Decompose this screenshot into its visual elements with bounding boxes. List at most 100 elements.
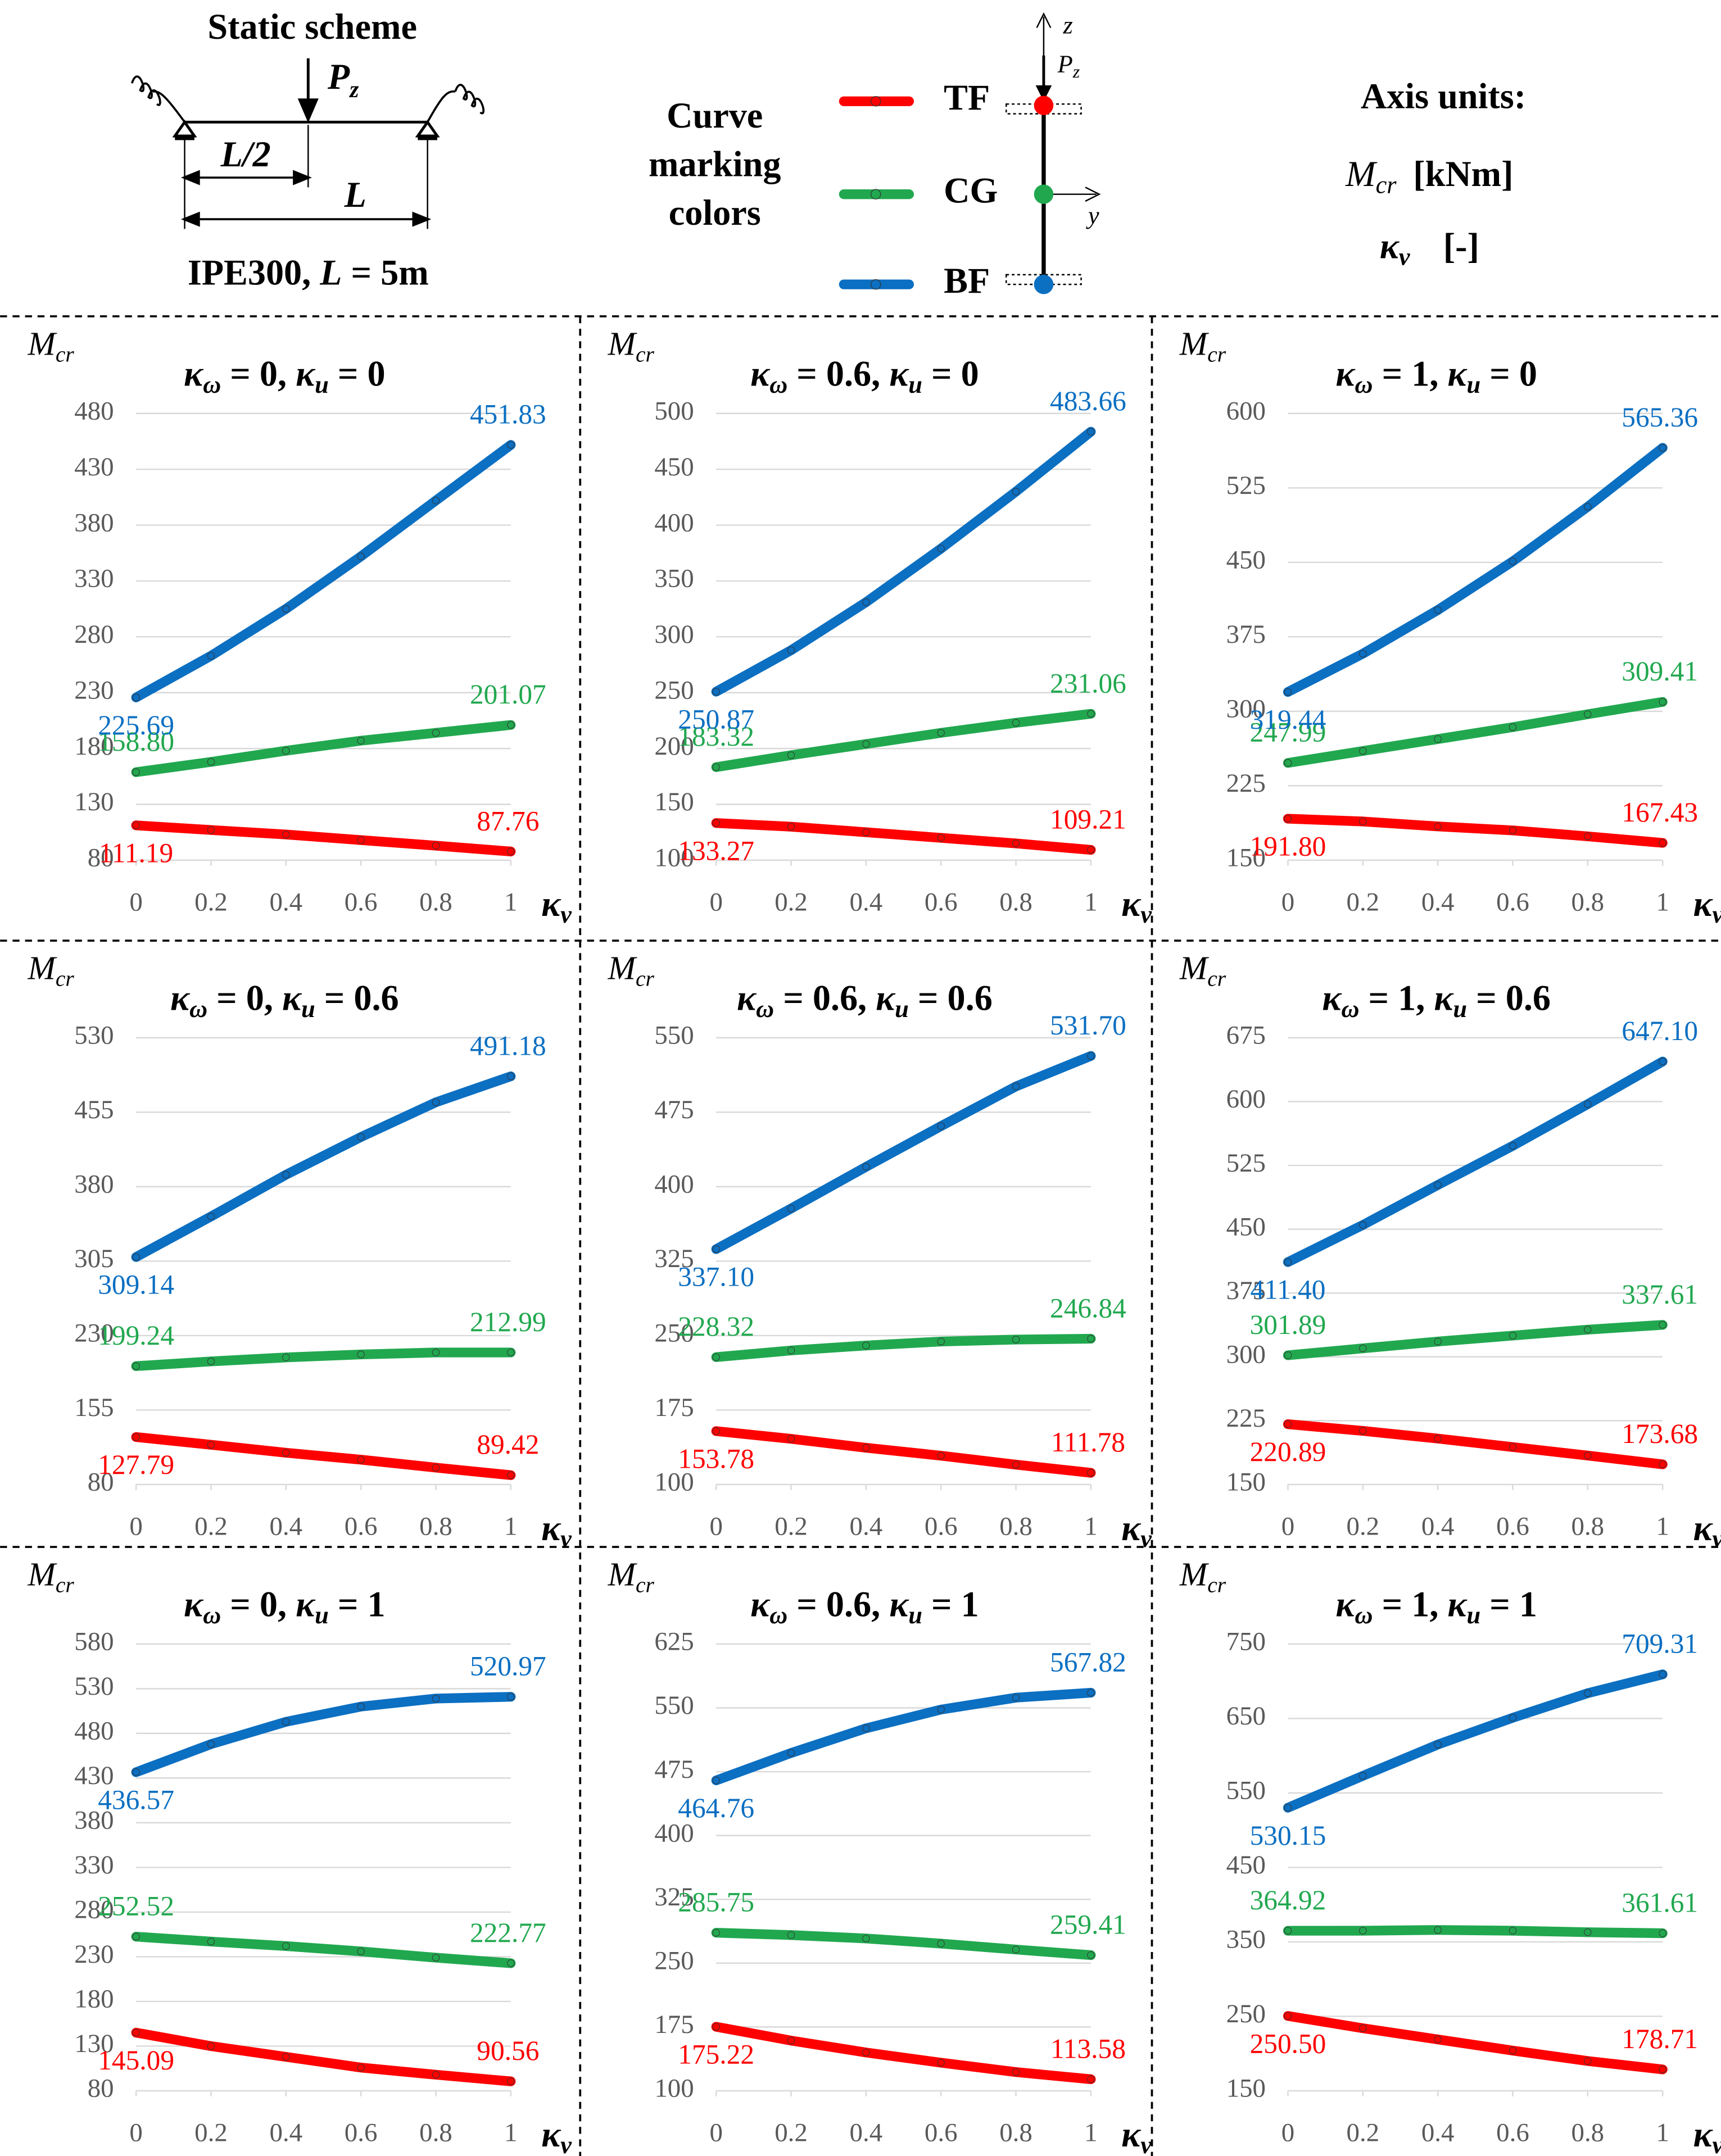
data-point xyxy=(357,2063,365,2072)
x-axis-title-part: κ xyxy=(1121,884,1142,924)
data-point xyxy=(1087,710,1095,718)
x-tick-label: 0.8 xyxy=(419,2118,452,2148)
y-tick-label: 180 xyxy=(74,732,114,761)
value-label: 250.50 xyxy=(1250,2028,1326,2059)
data-point xyxy=(1087,846,1095,854)
value-label: 436.57 xyxy=(98,1785,174,1815)
y-axis-title-part: M xyxy=(608,949,638,986)
chart-title-part: = 0, xyxy=(221,353,296,393)
x-tick-label: 0.2 xyxy=(775,1512,808,1541)
value-label: 530.15 xyxy=(1250,1820,1326,1851)
chart-title-part: κ xyxy=(1447,1584,1468,1624)
x-tick-label: 0 xyxy=(1281,888,1294,917)
value-label: 411.40 xyxy=(1251,1274,1326,1305)
value-label: 231.06 xyxy=(1050,668,1126,698)
data-point xyxy=(432,1954,440,1962)
y-axis-title: Mcr xyxy=(608,949,655,991)
data-point xyxy=(787,1346,795,1355)
data-point xyxy=(1284,1258,1292,1266)
x-axis-title-part: ν xyxy=(560,900,572,928)
data-point xyxy=(207,1441,215,1449)
value-label: 247.99 xyxy=(1250,717,1326,748)
load-symbol: P xyxy=(327,57,350,97)
chart-title: κω = 0, κu = 0 xyxy=(184,353,386,398)
chart-title-part: u xyxy=(315,370,329,398)
x-axis-title-part: κ xyxy=(1693,1508,1713,1548)
chart-title: κω = 0, κu = 0.6 xyxy=(170,978,399,1023)
legend-label: BF xyxy=(944,261,990,301)
y-tick-label: 280 xyxy=(74,620,114,649)
data-point xyxy=(1434,606,1442,614)
data-point xyxy=(507,1349,515,1356)
section-label: IPE300, L = 5m xyxy=(188,252,429,292)
x-tick-label: 0.4 xyxy=(850,888,883,917)
data-point xyxy=(1509,1927,1517,1935)
y-axis-title-part: cr xyxy=(636,342,655,367)
data-point xyxy=(1509,1332,1517,1340)
chart-title: κω = 0.6, κu = 0 xyxy=(750,353,979,398)
x-tick-label: 0 xyxy=(1281,1512,1294,1541)
y-tick-label: 455 xyxy=(74,1095,114,1124)
series-line xyxy=(711,2022,1096,2085)
y-axis-title-part: M xyxy=(1179,949,1210,986)
chart-title-part: ω xyxy=(1355,1601,1373,1629)
data-point xyxy=(282,1354,290,1361)
series-line xyxy=(131,1071,516,1262)
unit-symbol: M xyxy=(1345,154,1378,194)
half-span-label: L/2 xyxy=(220,134,271,174)
y-tick-label: 350 xyxy=(1226,1925,1266,1954)
y-axis-title-part: M xyxy=(608,325,638,362)
y-axis-title: Mcr xyxy=(1179,949,1226,991)
data-point xyxy=(937,1452,945,1460)
chart-title-part: u xyxy=(1453,995,1467,1023)
y-tick-label: 250 xyxy=(654,1946,694,1976)
value-label: 191.80 xyxy=(1250,831,1326,862)
x-axis-title: κν xyxy=(541,2114,572,2156)
x-tick-label: 0.4 xyxy=(269,888,302,917)
legend: TF CG BF xyxy=(839,78,998,301)
chart-title-part: κ xyxy=(750,1584,771,1624)
x-tick-label: 0.6 xyxy=(925,2118,958,2148)
y-tick-label: 375 xyxy=(1226,1276,1266,1305)
y-axis-title: Mcr xyxy=(608,1555,655,1597)
data-point xyxy=(432,1464,440,1472)
data-point xyxy=(862,2049,870,2057)
y-axis-title-part: cr xyxy=(56,1573,75,1597)
data-point xyxy=(1012,1460,1020,1469)
data-point xyxy=(1509,1714,1517,1722)
data-point xyxy=(132,1932,140,1941)
chart-title-part: κ xyxy=(1434,978,1454,1018)
series-line xyxy=(131,1931,516,1968)
x-tick-label: 0 xyxy=(709,2118,722,2148)
data-point xyxy=(132,2028,140,2037)
data-point xyxy=(787,823,795,830)
data-point xyxy=(282,2053,290,2061)
data-point xyxy=(1087,428,1095,435)
value-label: 228.32 xyxy=(678,1311,754,1342)
value-label: 250.87 xyxy=(678,704,754,735)
value-label: 364.92 xyxy=(1250,1885,1326,1916)
data-point xyxy=(132,821,140,829)
data-point xyxy=(1087,1689,1095,1697)
data-point xyxy=(787,1205,795,1213)
chart-title-part: = 0.6, xyxy=(787,1584,889,1624)
x-tick-label: 0.6 xyxy=(1496,888,1529,917)
data-point xyxy=(1359,1221,1367,1229)
data-point xyxy=(787,2036,795,2045)
data-point xyxy=(132,768,140,776)
data-point xyxy=(132,1253,140,1261)
data-point xyxy=(207,1213,215,1220)
data-point xyxy=(862,598,870,606)
data-point xyxy=(357,737,365,745)
chart-title-part: u xyxy=(1466,1601,1480,1629)
data-point xyxy=(787,1749,795,1757)
chart-title-part: κ xyxy=(184,353,204,393)
data-point xyxy=(282,1718,290,1726)
data-point xyxy=(507,1471,515,1479)
chart-title-part: = 1, xyxy=(1373,1584,1448,1624)
y-tick-label: 600 xyxy=(1226,397,1266,426)
x-axis-title: κν xyxy=(541,884,572,929)
x-tick-label: 0.8 xyxy=(1571,1512,1604,1541)
y-axis-title-part: M xyxy=(1179,325,1210,362)
series-line xyxy=(1283,1320,1668,1360)
